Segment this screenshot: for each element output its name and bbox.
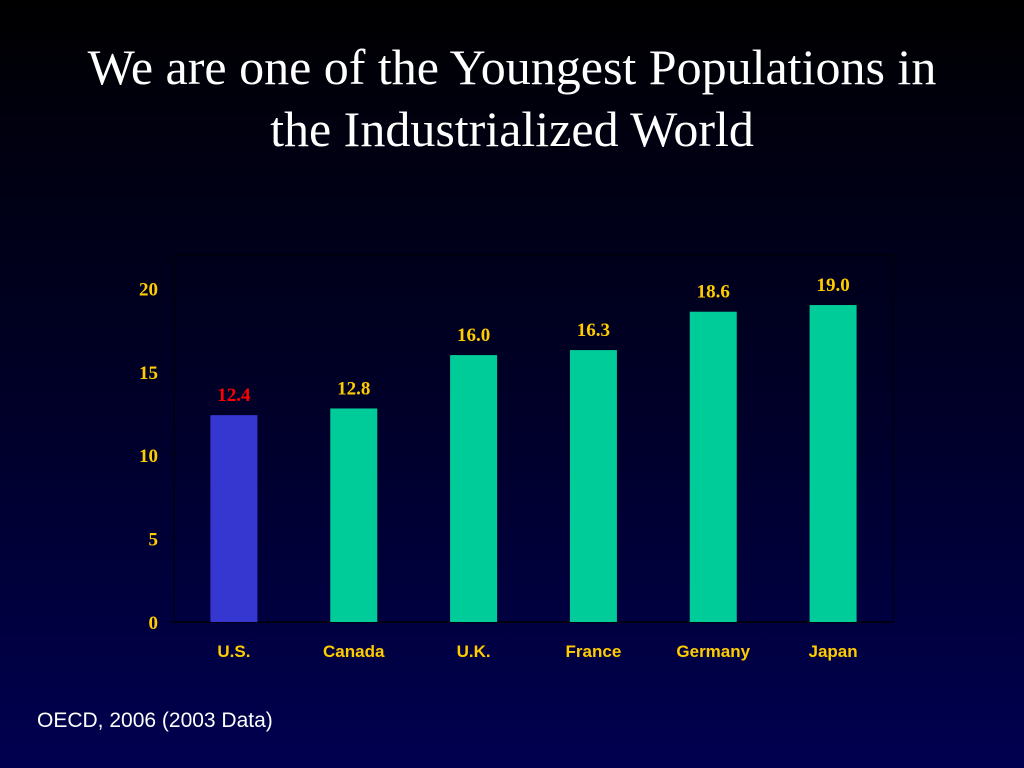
x-label-u-s: U.S. xyxy=(217,642,250,661)
value-label-u-s: 12.4 xyxy=(217,385,251,406)
bar-france xyxy=(569,350,617,622)
plot-frame xyxy=(173,254,894,623)
y-tick-label: 10 xyxy=(139,446,158,467)
value-label-canada: 12.8 xyxy=(337,378,370,399)
bar-germany xyxy=(689,311,737,622)
bar-u-k xyxy=(450,355,498,622)
x-label-canada: Canada xyxy=(323,642,385,661)
bar-japan xyxy=(809,305,857,622)
y-tick-label: 0 xyxy=(149,613,159,634)
y-tick-label: 5 xyxy=(149,530,159,551)
x-axis-labels: U.S. Canada U.K. France Germany Japan xyxy=(217,642,857,661)
x-label-japan: Japan xyxy=(809,642,858,661)
value-label-japan: 19.0 xyxy=(816,275,849,296)
x-label-france: France xyxy=(566,642,622,661)
x-label-germany: Germany xyxy=(676,642,750,661)
value-label-france: 16.3 xyxy=(577,320,610,341)
source-note: OECD, 2006 (2003 Data) xyxy=(37,709,273,732)
bar-u-s xyxy=(210,415,258,622)
bars xyxy=(210,305,857,622)
chart-axes xyxy=(173,254,894,623)
bar-canada xyxy=(330,408,378,622)
y-tick-label: 15 xyxy=(139,363,158,384)
value-label-germany: 18.6 xyxy=(697,282,730,303)
value-label-u-k: 16.0 xyxy=(457,325,490,346)
y-axis-ticks: 0 5 10 15 20 xyxy=(139,279,174,634)
y-tick-label: 20 xyxy=(139,279,158,300)
value-labels: 12.4 12.8 16.0 16.3 18.6 19.0 xyxy=(217,275,849,406)
slide-title: We are one of the Youngest Populations i… xyxy=(87,39,937,157)
bar-chart: 0 5 10 15 20 12.4 12.8 16.0 16.3 18.6 19.0 U.S. Ca… xyxy=(139,254,894,661)
x-label-u-k: U.K. xyxy=(457,642,491,661)
